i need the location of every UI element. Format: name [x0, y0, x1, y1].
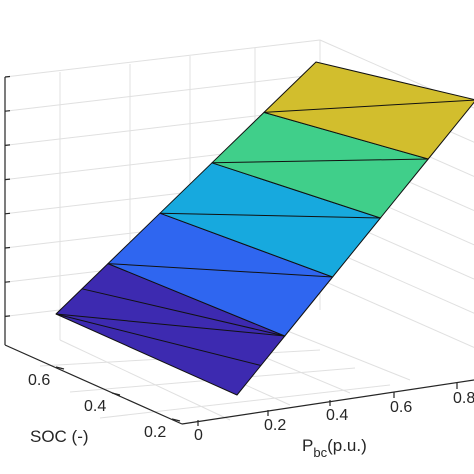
y-axis-tick — [111, 392, 121, 396]
y-axis-line — [4, 344, 183, 425]
surface-triangle-edge — [211, 158, 429, 164]
z-axis-tick — [4, 246, 11, 249]
surface-triangle-edge — [107, 263, 333, 278]
x-tick-label: 0 — [194, 427, 203, 444]
z-axis-tick — [4, 315, 11, 317]
y-axis-tick — [171, 418, 181, 422]
surface-triangle-edge — [81, 288, 285, 337]
grid-horizontal-line — [4, 73, 321, 112]
surface-triangle-edge — [55, 313, 285, 337]
surface — [55, 61, 474, 396]
x-axis-label-rest: (p.u.) — [327, 436, 367, 455]
grid-horizontal-line — [4, 39, 321, 78]
y-axis-label: SOC (-) — [30, 427, 89, 446]
x-tick-label: 0.2 — [264, 417, 286, 434]
x-tick-label: 0.6 — [390, 399, 412, 416]
y-tick-label: 0.2 — [144, 424, 166, 441]
z-axis-tick — [4, 110, 11, 112]
z-axis-tick — [4, 144, 11, 146]
x-axis-line — [181, 379, 474, 425]
x-axis-label: Pbc(p.u.) — [302, 436, 367, 460]
z-axis-tick — [4, 178, 11, 181]
grid-right-wall-line — [319, 278, 474, 348]
x-axis-label-sub: bc — [313, 445, 327, 460]
surface-triangle-edge — [55, 313, 262, 366]
x-tick-label: 0.4 — [326, 407, 348, 424]
z-axis-tick — [4, 75, 11, 78]
axes — [4, 75, 474, 426]
tick-labels: 0 0.2 0.4 0.6 0.8 0.6 0.4 0.2 — [28, 372, 474, 444]
x-axis-label-main: P — [302, 436, 313, 455]
surface-triangle-edge — [159, 212, 381, 219]
z-axis-tick — [4, 281, 11, 283]
x-tick-label: 0.8 — [453, 390, 474, 407]
y-tick-label: 0.4 — [84, 398, 106, 415]
y-axis-tick — [55, 366, 65, 370]
y-tick-label: 0.6 — [28, 372, 50, 389]
surface-band — [263, 61, 474, 160]
surface-triangle-edge — [263, 99, 474, 113]
z-axis-tick — [4, 212, 11, 215]
grid-floor-line — [99, 384, 391, 419]
